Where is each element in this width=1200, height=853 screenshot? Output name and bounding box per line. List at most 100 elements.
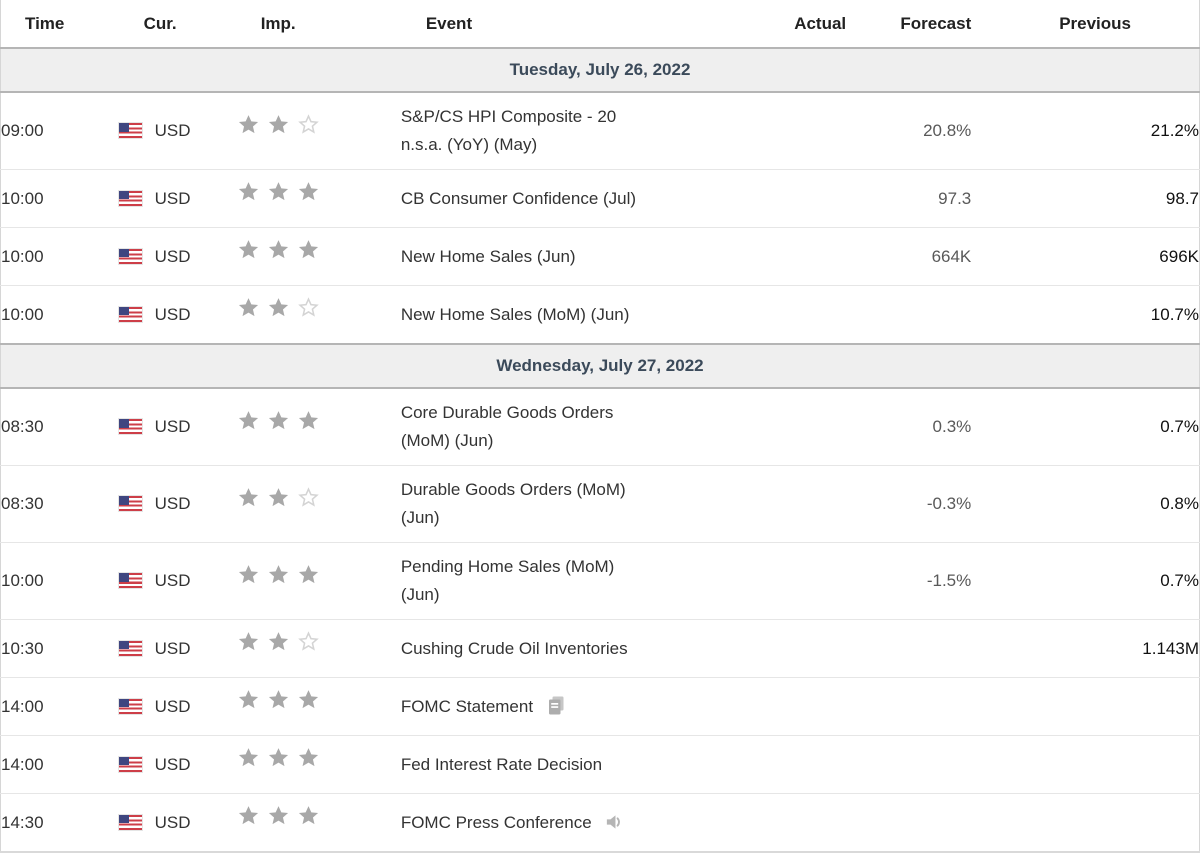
event-link[interactable]: Pending Home Sales (MoM) (Jun) (400, 557, 615, 604)
importance-star-filled-icon (236, 409, 261, 432)
event-link[interactable]: FOMC Press Conference (400, 812, 592, 832)
importance-star-filled-icon (296, 746, 321, 769)
importance-star-filled-icon (236, 688, 261, 711)
importance-star-filled-icon (266, 804, 291, 827)
previous-value: 1.143M (971, 619, 1200, 678)
importance-star-filled-icon (266, 113, 291, 136)
us-flag-icon (118, 123, 142, 139)
importance-star-filled-icon (296, 180, 321, 203)
forecast-value: 97.3 (846, 169, 972, 228)
importance-cell (235, 387, 401, 466)
previous-value (971, 735, 1200, 794)
event-link[interactable]: Durable Goods Orders (MoM) (Jun) (400, 480, 626, 527)
column-header-event: Event (425, 14, 473, 33)
event-time: 14:30 (0, 793, 119, 852)
event-link[interactable]: Cushing Crude Oil Inventories (400, 638, 628, 658)
column-header-previous: Previous (1059, 14, 1131, 33)
event-time: 10:00 (0, 169, 119, 228)
currency-label: USD (154, 812, 191, 832)
event-link[interactable]: Fed Interest Rate Decision (400, 754, 603, 774)
us-flag-icon (118, 248, 142, 264)
event-time: 10:30 (0, 619, 119, 678)
currency-label: USD (154, 571, 191, 590)
actual-value (746, 465, 847, 543)
forecast-value (846, 619, 972, 678)
previous-value: 0.8% (971, 465, 1200, 543)
event-cell: Durable Goods Orders (MoM) (Jun) (400, 465, 747, 543)
date-separator-label: Wednesday, July 27, 2022 (0, 343, 1200, 389)
importance-star-filled-icon (266, 409, 291, 432)
importance-star-filled-icon (266, 180, 291, 203)
event-currency-cell: USD (118, 735, 236, 794)
actual-value (746, 285, 847, 344)
forecast-value (846, 677, 972, 736)
importance-star-filled-icon (296, 409, 321, 432)
event-currency-cell: USD (118, 285, 236, 344)
table-body: Tuesday, July 26, 2022 09:00 USD S&P/CS … (0, 47, 1200, 852)
column-header-time: Time (25, 14, 65, 33)
importance-cell (235, 465, 401, 543)
event-currency-cell: USD (118, 793, 236, 852)
table-header: Time Cur. Imp. Event Actual Forecast Pre… (1, 0, 1200, 48)
report-icon[interactable] (546, 695, 567, 716)
importance-cell (235, 227, 401, 286)
event-link[interactable]: New Home Sales (MoM) (Jun) (400, 304, 630, 324)
date-separator-row: Tuesday, July 26, 2022 (0, 47, 1200, 93)
importance-cell (235, 619, 401, 678)
event-row: 08:30 USD Durable Goods Orders (MoM) (Ju… (0, 465, 1200, 543)
actual-value (746, 735, 847, 794)
event-link[interactable]: CB Consumer Confidence (Jul) (400, 188, 637, 208)
event-link[interactable]: New Home Sales (Jun) (400, 246, 576, 266)
event-link[interactable]: FOMC Statement (400, 696, 534, 716)
column-header-importance: Imp. (260, 14, 296, 33)
importance-star-filled-icon (236, 563, 261, 586)
event-currency-cell: USD (118, 387, 236, 466)
event-cell: Fed Interest Rate Decision (400, 735, 747, 794)
event-currency-cell: USD (118, 542, 236, 620)
us-flag-icon (118, 306, 142, 322)
event-cell: New Home Sales (MoM) (Jun) (400, 285, 747, 344)
importance-star-filled-icon (236, 746, 261, 769)
importance-star-filled-icon (236, 630, 261, 653)
previous-value: 696K (971, 227, 1200, 286)
event-cell: Cushing Crude Oil Inventories (400, 619, 747, 678)
forecast-value: 0.3% (846, 387, 972, 466)
column-header-forecast: Forecast (900, 14, 972, 33)
event-link[interactable]: Core Durable Goods Orders (MoM) (Jun) (400, 403, 614, 450)
event-row: 14:30 USD FOMC Press Conference (0, 793, 1200, 852)
event-link[interactable]: S&P/CS HPI Composite - 20 n.s.a. (YoY) (… (400, 107, 617, 154)
importance-star-filled-icon (236, 180, 261, 203)
importance-star-filled-icon (266, 563, 291, 586)
event-cell: Pending Home Sales (MoM) (Jun) (400, 542, 747, 620)
currency-label: USD (154, 121, 191, 140)
event-time: 08:30 (0, 387, 119, 466)
actual-value (746, 169, 847, 228)
us-flag-icon (118, 496, 142, 512)
forecast-value: 20.8% (846, 91, 972, 170)
actual-value (746, 91, 847, 170)
actual-value (746, 542, 847, 620)
importance-star-empty-icon (296, 113, 321, 136)
previous-value (971, 677, 1200, 736)
column-header-actual: Actual (794, 14, 847, 33)
importance-star-filled-icon (266, 688, 291, 711)
previous-value: 98.7 (971, 169, 1200, 228)
importance-star-filled-icon (236, 296, 261, 319)
importance-cell (235, 91, 401, 170)
currency-label: USD (154, 246, 191, 266)
us-flag-icon (118, 190, 142, 206)
event-cell: FOMC Press Conference (400, 793, 747, 852)
event-row: 10:30 USD Cushing Crude Oil Inventories … (0, 619, 1200, 678)
importance-star-empty-icon (296, 486, 321, 509)
forecast-value (846, 735, 972, 794)
previous-value: 10.7% (971, 285, 1200, 344)
event-cell: Core Durable Goods Orders (MoM) (Jun) (400, 387, 747, 466)
us-flag-icon (118, 814, 142, 830)
event-row: 14:00 USD Fed Interest Rate Decision (0, 735, 1200, 794)
previous-value: 0.7% (971, 387, 1200, 466)
speaker-icon[interactable] (604, 812, 625, 832)
importance-cell (235, 735, 401, 794)
importance-star-empty-icon (296, 296, 321, 319)
currency-label: USD (154, 696, 191, 716)
